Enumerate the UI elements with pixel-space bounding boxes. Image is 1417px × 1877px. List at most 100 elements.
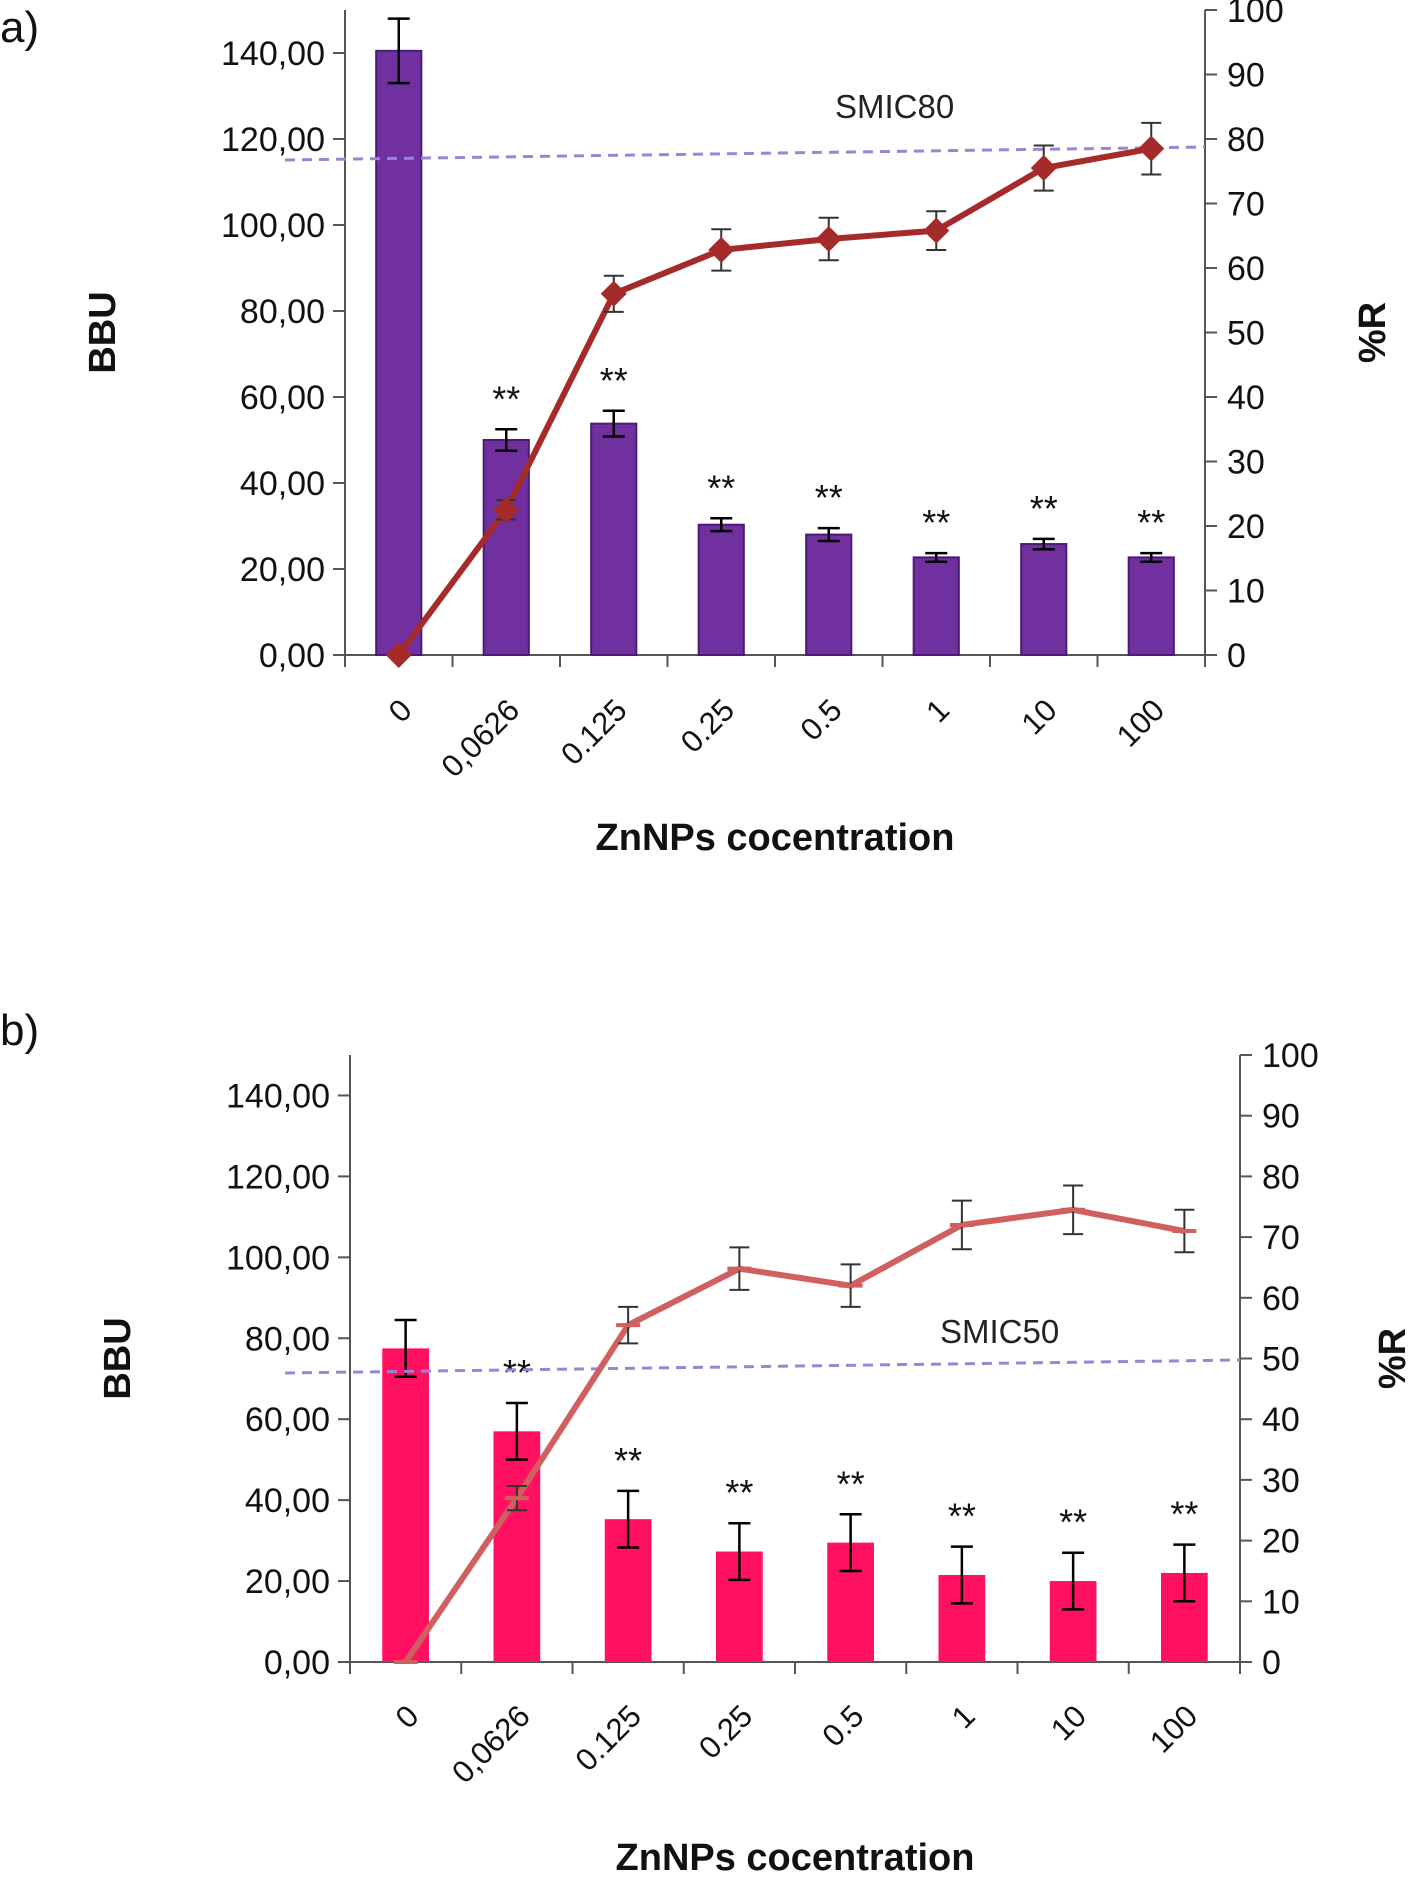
- percent-r-line: [403, 1206, 1185, 1664]
- reference-line: [284, 1358, 1241, 1375]
- left-tick-label: 100,00: [226, 1239, 330, 1277]
- x-tick-label: 0,0626: [434, 692, 526, 784]
- right-tick-label: 10: [1262, 1583, 1300, 1621]
- right-tick-label: 30: [1227, 444, 1265, 482]
- x-tick-label: 0.125: [568, 1698, 648, 1778]
- right-tick-label: 80: [1227, 121, 1265, 159]
- right-y-axis-title: %R: [1372, 1328, 1414, 1389]
- right-tick-label: 50: [1262, 1341, 1300, 1379]
- right-tick-label: 20: [1262, 1523, 1300, 1561]
- x-tick-label: 0: [389, 1698, 426, 1735]
- x-tick-label: 0.5: [793, 692, 848, 747]
- chart-panel-1: a)0,0020,0040,0060,0080,00100,00120,0014…: [0, 0, 1394, 859]
- right-tick-label: 60: [1227, 250, 1265, 288]
- left-tick-label: 100,00: [221, 207, 325, 245]
- left-tick-label: 80,00: [240, 293, 325, 331]
- line-point: [1030, 155, 1057, 182]
- significance-mark: **: [837, 1463, 865, 1504]
- bar: [697, 523, 745, 657]
- right-tick-label: 70: [1227, 186, 1265, 224]
- chart-panel-2: b)0,0020,0040,0060,0080,00100,00120,0014…: [0, 1006, 1414, 1877]
- x-tick-label: 10: [1015, 692, 1064, 741]
- x-tick-label: 0.25: [674, 692, 741, 759]
- significance-mark: **: [1059, 1502, 1087, 1543]
- x-axis-title: ZnNPs cocentration: [596, 817, 955, 859]
- left-tick-label: 60,00: [240, 379, 325, 417]
- significance-mark: **: [1137, 502, 1165, 543]
- left-tick-label: 120,00: [226, 1158, 330, 1196]
- significance-mark: **: [815, 477, 843, 518]
- significance-mark: **: [948, 1496, 976, 1537]
- bar: [382, 1348, 429, 1662]
- bar: [590, 422, 638, 656]
- bar: [1127, 556, 1175, 657]
- left-y-axis-title: BBU: [82, 291, 124, 373]
- x-tick-label: 1: [919, 692, 956, 729]
- x-tick-label: 100: [1110, 692, 1171, 753]
- right-tick-label: 0: [1227, 637, 1246, 675]
- bar: [493, 1431, 541, 1662]
- x-tick-label: 0.125: [554, 692, 634, 772]
- left-tick-label: 60,00: [245, 1401, 330, 1439]
- bar: [1020, 543, 1068, 656]
- significance-mark: **: [1030, 488, 1058, 529]
- right-tick-label: 100: [1262, 1037, 1319, 1075]
- percent-r-line: [396, 145, 1152, 657]
- left-tick-label: 0,00: [259, 637, 325, 675]
- line-point: [923, 217, 950, 244]
- right-y-axis-title: %R: [1352, 302, 1394, 363]
- x-tick-label: 0.5: [815, 1698, 870, 1753]
- line-point: [815, 225, 842, 252]
- reference-line: [284, 145, 1206, 162]
- line-point: [1138, 135, 1165, 162]
- right-tick-label: 0: [1262, 1644, 1281, 1682]
- right-tick-label: 90: [1227, 57, 1265, 95]
- x-tick-label: 100: [1143, 1698, 1204, 1759]
- right-tick-label: 90: [1262, 1098, 1300, 1136]
- x-tick-label: 0,0626: [445, 1698, 537, 1790]
- right-tick-label: 70: [1262, 1219, 1300, 1257]
- x-tick-label: 10: [1044, 1698, 1093, 1747]
- right-tick-label: 40: [1227, 379, 1265, 417]
- significance-mark: **: [1170, 1494, 1198, 1535]
- reference-line-label: SMIC80: [835, 88, 954, 125]
- significance-mark: **: [614, 1440, 642, 1481]
- left-tick-label: 120,00: [221, 121, 325, 159]
- right-tick-label: 40: [1262, 1401, 1300, 1439]
- panel-label: b): [0, 1006, 39, 1055]
- significance-mark: **: [922, 502, 950, 543]
- line-point: [385, 642, 412, 668]
- right-tick-label: 50: [1227, 315, 1265, 353]
- x-axis-title: ZnNPs cocentration: [616, 1837, 975, 1877]
- left-tick-label: 140,00: [221, 35, 325, 73]
- right-tick-label: 20: [1227, 508, 1265, 546]
- left-y-axis-title: BBU: [97, 1317, 139, 1399]
- line-point: [600, 280, 627, 307]
- left-tick-label: 140,00: [226, 1077, 330, 1115]
- right-tick-label: 80: [1262, 1158, 1300, 1196]
- right-tick-label: 10: [1227, 573, 1265, 611]
- panel-label: a): [0, 3, 39, 52]
- left-tick-label: 20,00: [240, 551, 325, 589]
- x-tick-label: 1: [945, 1698, 982, 1735]
- line-point: [493, 496, 520, 523]
- significance-mark: **: [503, 1352, 531, 1393]
- left-tick-label: 80,00: [245, 1320, 330, 1358]
- line-point: [708, 236, 735, 263]
- bar: [912, 556, 960, 657]
- left-tick-label: 0,00: [264, 1644, 330, 1682]
- right-tick-label: 30: [1262, 1462, 1300, 1500]
- left-tick-label: 20,00: [245, 1563, 330, 1601]
- left-tick-label: 40,00: [240, 465, 325, 503]
- significance-mark: **: [725, 1472, 753, 1513]
- bar: [805, 533, 853, 656]
- left-tick-label: 40,00: [245, 1482, 330, 1520]
- significance-mark: **: [600, 360, 628, 401]
- x-tick-label: 0: [382, 692, 419, 729]
- reference-line-label: SMIC50: [940, 1313, 1059, 1350]
- right-tick-label: 60: [1262, 1280, 1300, 1318]
- bar: [375, 49, 423, 657]
- significance-mark: **: [492, 378, 520, 419]
- x-tick-label: 0.25: [692, 1698, 759, 1765]
